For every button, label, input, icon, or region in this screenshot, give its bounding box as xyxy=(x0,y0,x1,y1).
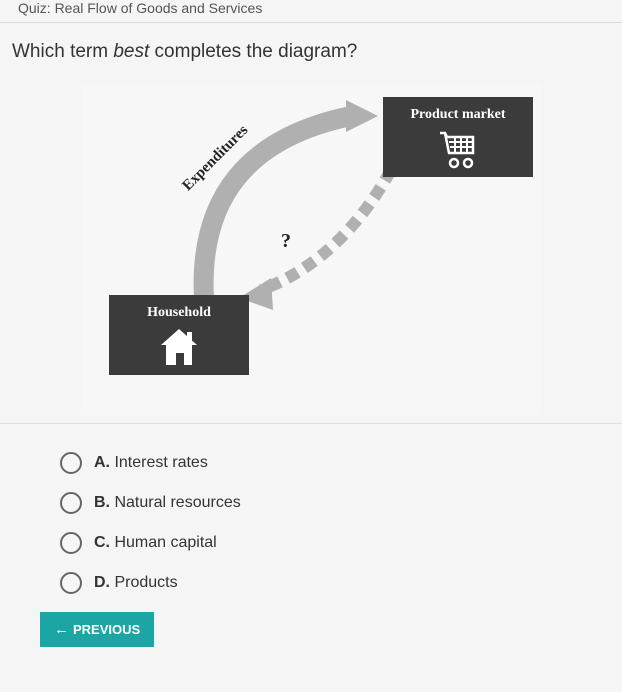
radio-icon xyxy=(60,532,82,554)
question-emph: best xyxy=(113,41,149,62)
option-d-label: D. Products xyxy=(94,574,178,592)
option-c[interactable]: C. Human capital xyxy=(60,532,612,554)
product-market-title: Product market xyxy=(395,107,521,123)
answer-options: A. Interest rates B. Natural resources C… xyxy=(0,423,622,594)
cart-icon xyxy=(395,129,521,169)
expenditures-arrow xyxy=(166,88,381,308)
question-prefix: Which term xyxy=(12,41,113,62)
option-a[interactable]: A. Interest rates xyxy=(60,452,612,474)
expenditures-label: Expenditures xyxy=(180,122,253,195)
option-b[interactable]: B. Natural resources xyxy=(60,492,612,514)
unknown-flow-arrow xyxy=(231,160,401,310)
circular-flow-diagram: Expenditures ? Product market Household xyxy=(81,85,541,415)
household-title: Household xyxy=(121,305,237,321)
quiz-header-partial: Quiz: Real Flow of Goods and Services xyxy=(0,0,622,23)
previous-button[interactable]: ← PREVIOUS xyxy=(40,612,154,647)
option-d[interactable]: D. Products xyxy=(60,572,612,594)
radio-icon xyxy=(60,492,82,514)
household-node: Household xyxy=(109,295,249,375)
option-a-label: A. Interest rates xyxy=(94,454,208,472)
question-text: Which term best completes the diagram? xyxy=(0,23,622,75)
radio-icon xyxy=(60,572,82,594)
question-mark-label: ? xyxy=(281,230,291,253)
product-market-node: Product market xyxy=(383,97,533,177)
radio-icon xyxy=(60,452,82,474)
previous-label: PREVIOUS xyxy=(73,622,140,637)
option-c-label: C. Human capital xyxy=(94,534,217,552)
option-b-label: B. Natural resources xyxy=(94,494,241,512)
question-suffix: completes the diagram? xyxy=(149,41,357,62)
house-icon xyxy=(121,327,237,367)
arrow-left-icon: ← xyxy=(54,621,69,638)
